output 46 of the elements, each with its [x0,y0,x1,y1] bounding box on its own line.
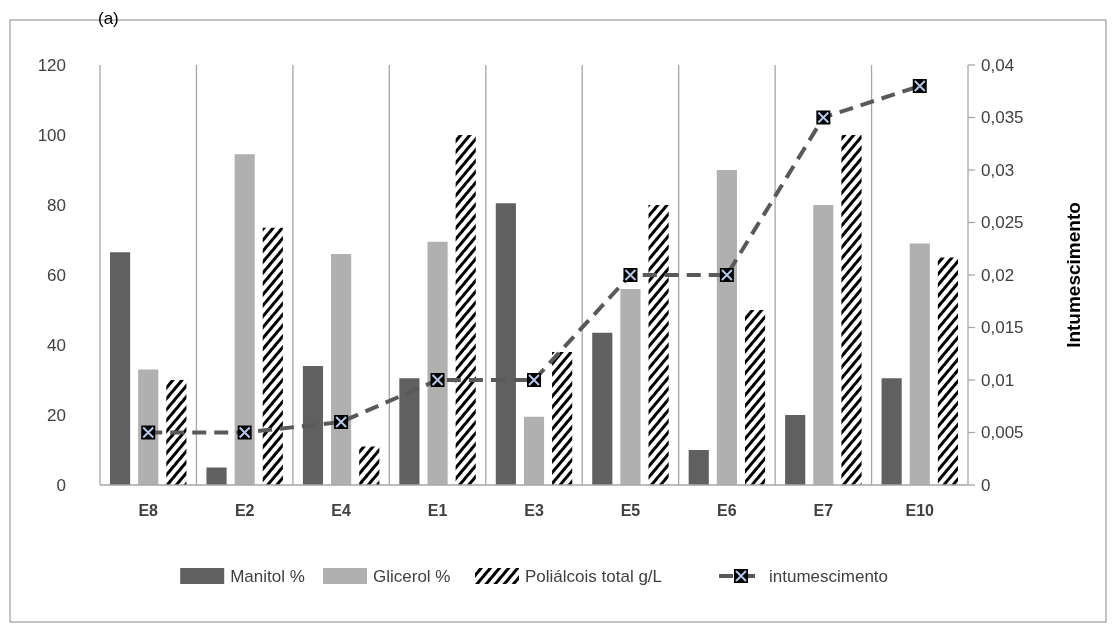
bar [359,446,380,485]
x-tick-label: E1 [427,501,448,519]
bar [166,380,187,485]
x-tick-label: E3 [524,501,544,519]
y-tick-label: 60 [47,265,66,285]
x-tick-label: E4 [331,501,351,519]
chart-title: (a) [98,8,119,28]
y2-tick-label: 0,01 [981,370,1015,390]
y2-tick-label: 0,03 [981,160,1015,180]
bar [785,415,806,485]
bar [206,467,227,485]
bar [688,450,709,485]
bar [744,310,766,485]
y-tick-label: 40 [47,335,66,355]
x-tick-label: E6 [717,501,737,519]
x-tick-label: E2 [234,501,255,519]
y2-axis-title: Intumescimento [1063,202,1084,348]
y2-tick-label: 0 [981,475,991,495]
y2-tick-label: 0,02 [981,265,1015,285]
y2-tick-label: 0,025 [981,213,1024,233]
legend-label: Manitol % [230,566,305,586]
bar [937,257,958,485]
x-tick-label: E8 [138,501,159,519]
y2-tick-label: 0,015 [981,318,1024,338]
bar [455,135,476,485]
y-tick-label: 0 [56,475,66,495]
bar [881,378,902,485]
legend-label: Glicerol % [373,566,451,586]
bar [262,227,283,485]
bar [552,352,573,485]
x-tick-label: E7 [813,501,834,519]
bar [110,252,131,485]
bar [841,135,862,485]
x-tick-label: E5 [620,501,641,519]
y-tick-label: 80 [47,195,66,215]
y2-tick-label: 0,005 [981,423,1024,443]
y-tick-label: 120 [37,55,66,75]
x-tick-label: E10 [905,501,935,519]
y2-tick-label: 0,035 [981,108,1024,128]
legend-label: intumescimento [769,566,889,586]
bar [648,205,669,485]
legend-label: Poliálcois total g/L [525,566,663,586]
y2-tick-label: 0,04 [981,55,1015,75]
bar [592,332,613,485]
y-tick-label: 20 [47,405,66,425]
y-tick-label: 100 [37,125,66,145]
